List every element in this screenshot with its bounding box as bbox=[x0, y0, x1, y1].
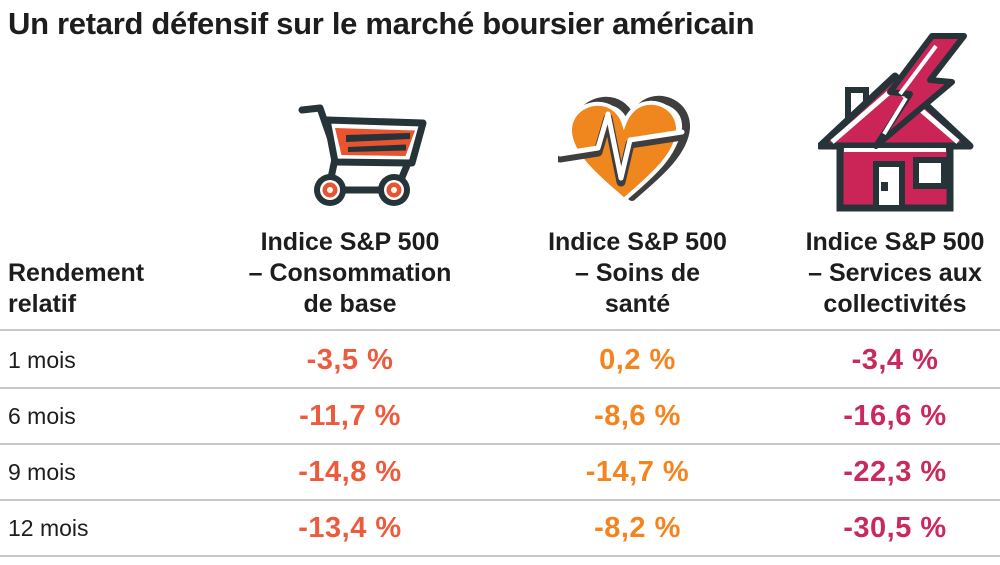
value-health-care: 0,2 % bbox=[599, 343, 676, 376]
value-health-care: -14,7 % bbox=[585, 455, 690, 488]
house-lightning-icon bbox=[818, 32, 978, 216]
column-header-consumer-staples: Indice S&P 500 – Consommation de base bbox=[248, 228, 452, 318]
value-consumer-staples: -13,4 % bbox=[298, 511, 402, 544]
value-utilities: -16,6 % bbox=[843, 399, 947, 432]
row-label: 1 mois bbox=[8, 346, 76, 373]
row-header: Rendement relatif bbox=[8, 259, 145, 318]
value-health-care: -8,2 % bbox=[594, 511, 681, 544]
table-row: 9 mois -14,8 % -14,7 % -22,3 % bbox=[0, 445, 1000, 501]
column-header-health-care: Indice S&P 500 – Soins de santé bbox=[548, 228, 727, 318]
table-header-row: Rendement relatif Indice S&P 500 – Conso… bbox=[0, 220, 1000, 331]
value-consumer-staples: -11,7 % bbox=[299, 399, 401, 432]
row-label: 6 mois bbox=[8, 402, 76, 429]
row-label: 9 mois bbox=[8, 458, 76, 485]
table-row: 1 mois -3,5 % 0,2 % -3,4 % bbox=[0, 333, 1000, 389]
table-row: 6 mois -11,7 % -8,6 % -16,6 % bbox=[0, 389, 1000, 445]
column-header-utilities: Indice S&P 500 – Services aux collectivi… bbox=[805, 228, 985, 318]
value-utilities: -3,4 % bbox=[851, 343, 939, 376]
row-label: 12 mois bbox=[8, 514, 89, 541]
shopping-cart-icon bbox=[298, 102, 430, 210]
value-consumer-staples: -14,8 % bbox=[298, 455, 402, 488]
table-body: 1 mois -3,5 % 0,2 % -3,4 % 6 mois -11,7 … bbox=[0, 333, 1000, 557]
value-utilities: -30,5 % bbox=[843, 511, 947, 544]
table-row: 12 mois -13,4 % -8,2 % -30,5 % bbox=[0, 501, 1000, 557]
value-utilities: -22,3 % bbox=[843, 455, 947, 488]
heart-pulse-icon bbox=[558, 94, 702, 210]
value-consumer-staples: -3,5 % bbox=[306, 343, 394, 376]
page-title: Un retard défensif sur le marché boursie… bbox=[8, 6, 755, 41]
value-health-care: -8,6 % bbox=[594, 399, 681, 432]
